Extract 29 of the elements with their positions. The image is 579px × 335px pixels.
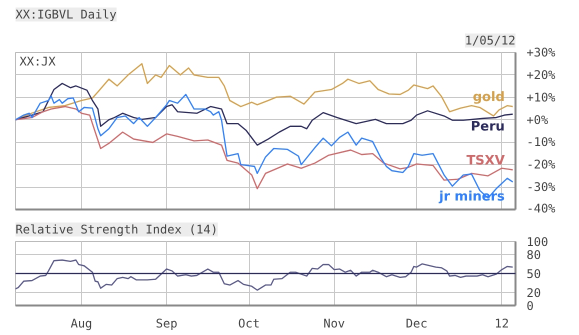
- y-tick-label: 50: [526, 267, 541, 281]
- y-tick-label: 20: [526, 286, 541, 300]
- y-tick-label: 100: [526, 235, 548, 249]
- x-tick-label: Dec: [406, 316, 428, 330]
- x-tick-label: Oct: [238, 316, 260, 330]
- line-series: [16, 259, 514, 291]
- series-label: gold: [472, 90, 505, 106]
- y-tick-label: +0%: [526, 112, 549, 127]
- chart-title: Relative Strength Index (14): [16, 222, 218, 236]
- x-tick-label: Nov: [323, 316, 346, 330]
- chart-title: XX:IGBVL Daily: [16, 8, 117, 22]
- y-tick-label: -30%: [526, 180, 556, 194]
- series-label: Peru: [470, 120, 505, 135]
- series-label: TSXV: [466, 153, 505, 168]
- annotation: XX:JX: [20, 54, 56, 68]
- x-tick-label: 12: [494, 316, 509, 330]
- y-tick-label: -10%: [526, 135, 556, 150]
- x-tick-label: Aug: [70, 316, 92, 330]
- y-tick-label: 0: [526, 299, 534, 313]
- series-label: jr miners: [438, 189, 506, 204]
- line-series: [16, 106, 514, 190]
- y-tick-label: +10%: [526, 90, 556, 104]
- y-tick-label: +20%: [526, 68, 556, 82]
- y-tick-label: 80: [526, 248, 541, 262]
- x-tick-label: Sep: [156, 316, 178, 330]
- y-tick-label: -20%: [526, 158, 556, 172]
- y-tick-label: -40%: [526, 202, 556, 216]
- y-tick-label: +30%: [526, 46, 556, 60]
- text: 1/05/12: [464, 34, 516, 48]
